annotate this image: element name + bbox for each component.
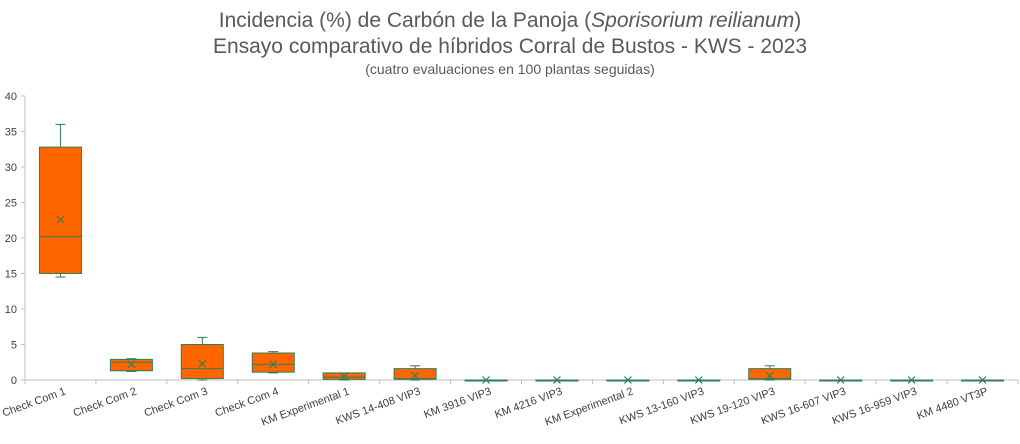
box-13 — [890, 376, 934, 384]
mean-marker — [553, 376, 561, 384]
box-rect — [251, 352, 295, 373]
box-rect — [38, 146, 82, 274]
x-tick-label: Check Com 2 — [72, 386, 139, 420]
mean-marker — [978, 376, 987, 384]
y-tick-label: 30 — [5, 162, 17, 174]
y-tick-label: 15 — [5, 269, 17, 281]
box-14 — [961, 376, 1005, 384]
x-tick-label: Check Com 3 — [143, 386, 210, 420]
box-1 — [38, 123, 82, 278]
mean-marker — [623, 376, 632, 384]
mean-marker — [411, 371, 420, 380]
x-tick-label: Check Com 1 — [1, 386, 68, 420]
y-tick-label: 20 — [5, 233, 17, 245]
box-12 — [819, 376, 863, 384]
mean-marker — [836, 376, 845, 384]
box-5 — [322, 372, 366, 381]
box-7 — [464, 376, 508, 384]
title-italic: Sporisorium reilianum — [591, 9, 795, 32]
box-rect — [393, 368, 437, 380]
box-10 — [677, 376, 721, 384]
mean-marker — [907, 376, 916, 384]
chart-titles: Incidencia (%) de Carbón de la Panoja (S… — [0, 8, 1020, 78]
boxes-group — [38, 123, 1005, 384]
mean-marker — [269, 360, 278, 369]
box-rect — [748, 368, 792, 380]
mean-marker — [482, 376, 490, 384]
mean-marker — [127, 360, 136, 369]
x-tick-label: KM 4480 VT3P — [915, 386, 989, 423]
x-tick-labels: Check Com 1 Check Com 2 Check Com 3 Check C… — [1, 386, 990, 429]
box-8 — [535, 376, 579, 384]
title-prefix: Incidencia (%) de Carbón de la Panoja ( — [218, 9, 592, 32]
axes-group: 0 5 10 15 20 25 30 35 40 — [5, 91, 1019, 387]
y-tick-label: 0 — [11, 375, 17, 387]
mean-marker — [340, 372, 349, 381]
y-tick-label: 40 — [5, 91, 17, 103]
box-3 — [180, 336, 224, 381]
mean-marker — [198, 359, 207, 368]
box-11 — [748, 365, 792, 381]
box-6 — [393, 365, 437, 381]
mean-marker — [765, 371, 774, 380]
box-2 — [109, 358, 153, 372]
box-9 — [606, 376, 650, 384]
y-tick-label: 35 — [5, 127, 17, 139]
chart-subtitle: Ensayo comparativo de híbridos Corral de… — [212, 35, 808, 58]
title-suffix: ) — [794, 9, 802, 32]
chart-title: Incidencia (%) de Carbón de la Panoja (S… — [0, 8, 1020, 34]
mean-marker — [56, 215, 65, 224]
y-tick-label: 5 — [11, 340, 17, 352]
chart-note: (cuatro evaluaciones en 100 plantas segu… — [365, 61, 655, 77]
y-tick-label: 10 — [5, 304, 17, 316]
y-tick-label: 25 — [5, 198, 17, 210]
mean-marker — [694, 376, 703, 384]
box-4 — [251, 351, 295, 374]
box-rect — [180, 344, 224, 380]
x-tick-label: KM 3916 VIP3 — [422, 386, 493, 422]
